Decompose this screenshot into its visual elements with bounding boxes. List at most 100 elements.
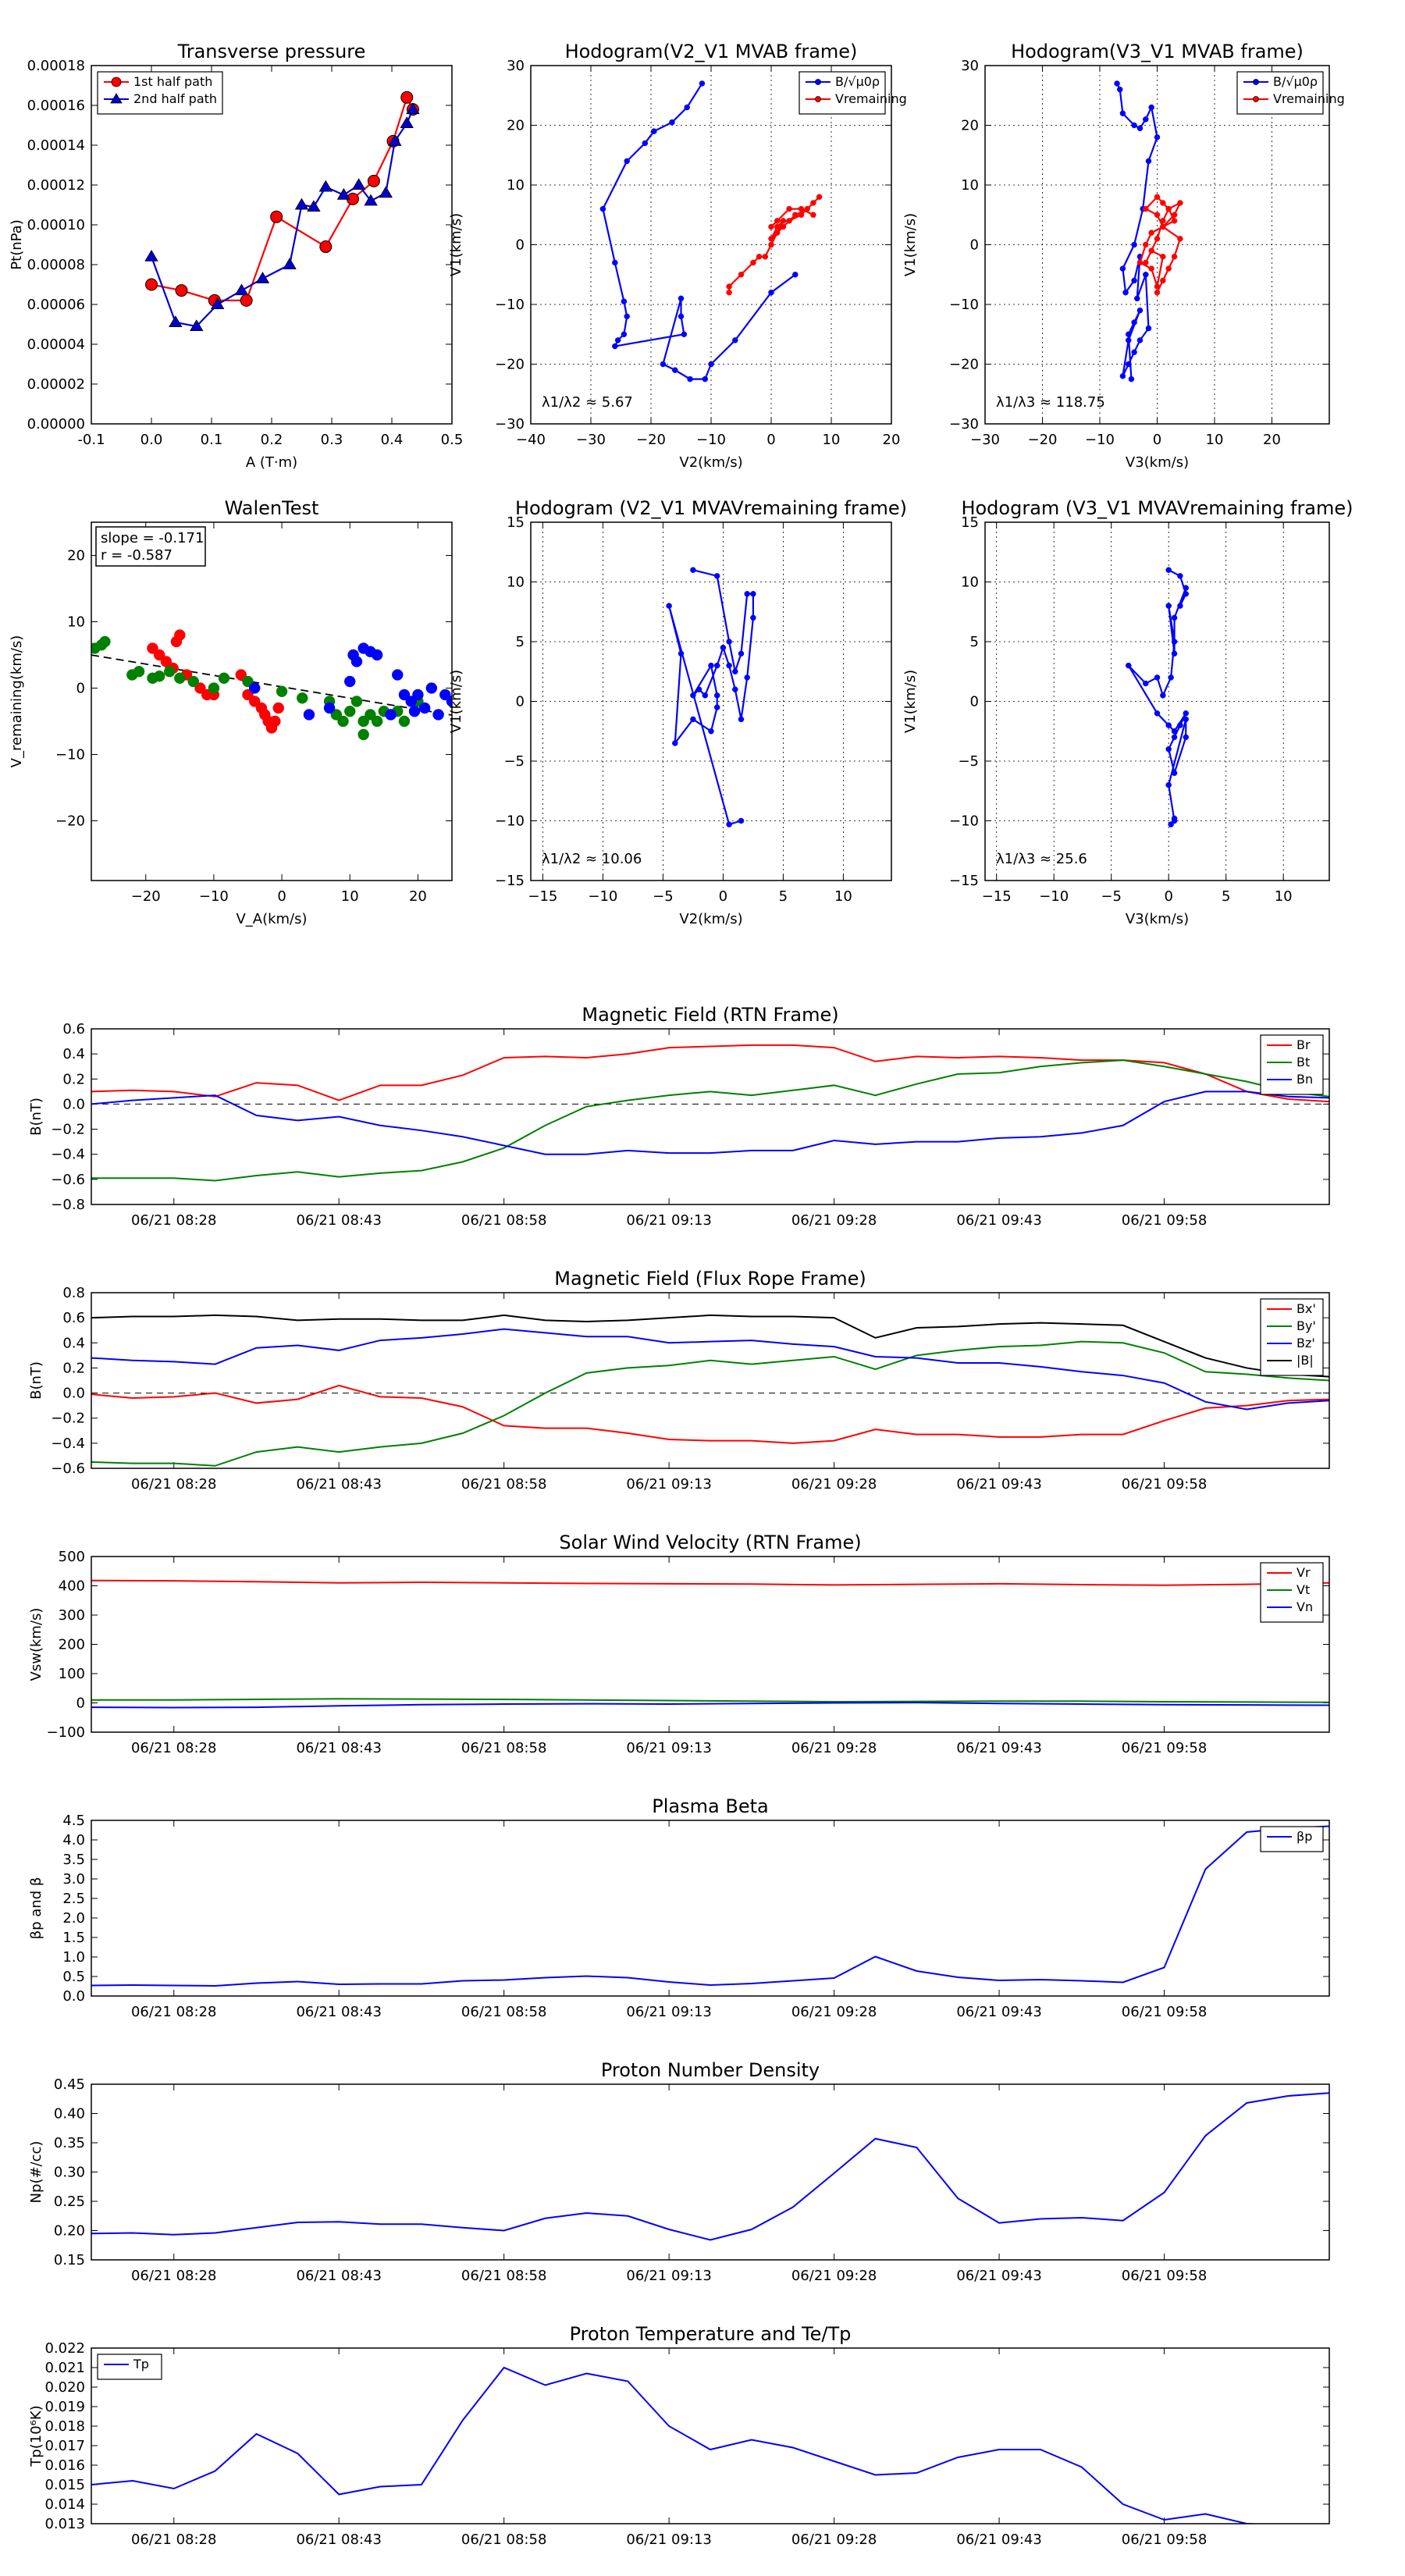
plot-area [599,80,823,382]
legend-box [799,71,886,115]
y-tick-label: 0.0 [62,1386,85,1402]
data-point [666,603,672,609]
y-axis-label: B(nT) [28,1098,44,1136]
data-point [323,702,336,714]
y-axis-label: βp and β [28,1877,44,1940]
data-point [169,315,183,327]
y-tick-label: −0.8 [51,1197,85,1213]
data-point [792,212,799,218]
legend-label: Vn [1297,1599,1313,1614]
x-tick-label: 06/21 09:43 [956,1476,1041,1493]
x-tick-label: 06/21 09:28 [791,2532,877,2548]
data-point [446,696,452,707]
x-tick-label: 06/21 09:58 [1122,2004,1207,2020]
data-point [708,361,714,368]
x-tick-label: 0.2 [261,432,283,448]
data-point [1168,674,1174,681]
data-point [708,662,714,669]
data-point [336,187,351,200]
data-point [1131,349,1137,355]
legend-label: Vr [1297,1565,1311,1580]
y-tick-label: 2.5 [62,1891,85,1907]
x-tick-label: 06/21 08:28 [131,1476,216,1493]
y-tick-label: 2.0 [62,1910,85,1927]
y-tick-label: 10 [961,177,979,194]
series-line [91,1340,1329,1467]
legend-label: Vremaining [835,91,907,106]
data-point [780,218,787,224]
y-tick-label: 0.4 [62,1046,85,1062]
data-point [174,629,186,641]
x-tick-label: 06/21 08:28 [131,1212,216,1229]
data-point [669,119,675,126]
data-point [816,194,823,201]
data-point [319,240,333,254]
data-point [726,821,732,827]
y-tick-label: 10 [67,614,85,631]
x-tick-label: 06/21 09:13 [626,1476,711,1493]
chart-vel: Solar Wind Velocity (RTN Frame) 06/21 08:… [28,1532,1330,1756]
y-tick-label: 0.35 [54,2135,85,2151]
data-point [1148,229,1154,236]
x-tick-label: 06/21 08:43 [296,1740,381,1756]
data-point [1143,680,1149,687]
series-line [602,83,796,380]
x-tick-label: -0.1 [77,432,105,448]
data-point [364,194,378,206]
data-point [798,205,805,212]
data-point [756,254,763,260]
data-point [768,241,774,248]
data-point [343,675,356,688]
y-tick-label: 10 [507,575,525,591]
y-tick-label: 0.00000 [27,416,85,432]
x-tick-label: −20 [1028,432,1058,448]
data-point [418,702,431,714]
y-tick-label: 0.45 [54,2076,85,2093]
x-tick-label: −10 [199,888,229,905]
data-point [1165,205,1172,212]
data-point [1145,325,1152,332]
y-tick-label: 10 [507,177,525,194]
data-point [1165,745,1172,753]
x-axis-label: V3(km/s) [1126,454,1189,471]
data-point [660,361,667,368]
chart-density: Proton Number Density 06/21 08:28 06/21 08… [28,2059,1330,2284]
data-point [1183,716,1189,723]
y-tick-label: −10 [495,813,525,830]
y-tick-label: 1.0 [62,1949,85,1966]
series-line [91,1091,1329,1155]
data-point [1165,603,1172,609]
legend-label: Vremaining [1273,91,1345,106]
data-point [713,573,720,579]
data-point [1154,710,1161,717]
data-point [687,375,693,382]
data-point [1171,614,1178,621]
data-point [1126,662,1132,669]
x-tick-label: 5 [1222,888,1230,905]
plot-frame [91,1820,1330,1997]
x-tick-label: 06/21 09:43 [956,2532,1041,2548]
data-point [350,656,363,667]
y-tick-label: 1.5 [62,1930,85,1946]
chart-mag_rtn: Magnetic Field (RTN Frame) 06/21 08:28 06/… [28,1004,1330,1229]
data-point [774,218,781,224]
data-point [133,666,145,678]
y-tick-label: −30 [495,416,525,432]
data-point [732,668,738,674]
y-tick-label: −0.2 [51,1411,85,1427]
series-0 [666,567,756,827]
annotation-box [95,526,206,567]
series-0 [1126,567,1189,827]
data-point [425,682,438,694]
plot-area [91,1825,1329,1987]
data-point [400,116,414,128]
x-tick-label: 0.1 [201,432,223,448]
y-tick-label: −0.4 [51,1147,85,1163]
data-point [1154,194,1161,201]
series-line [91,1044,1329,1103]
y-axis-label: V1(km/s) [448,670,464,733]
x-tick-label: −20 [131,888,161,905]
y-axis-label: V_remaining(km/s) [9,635,25,768]
data-point [357,728,369,741]
